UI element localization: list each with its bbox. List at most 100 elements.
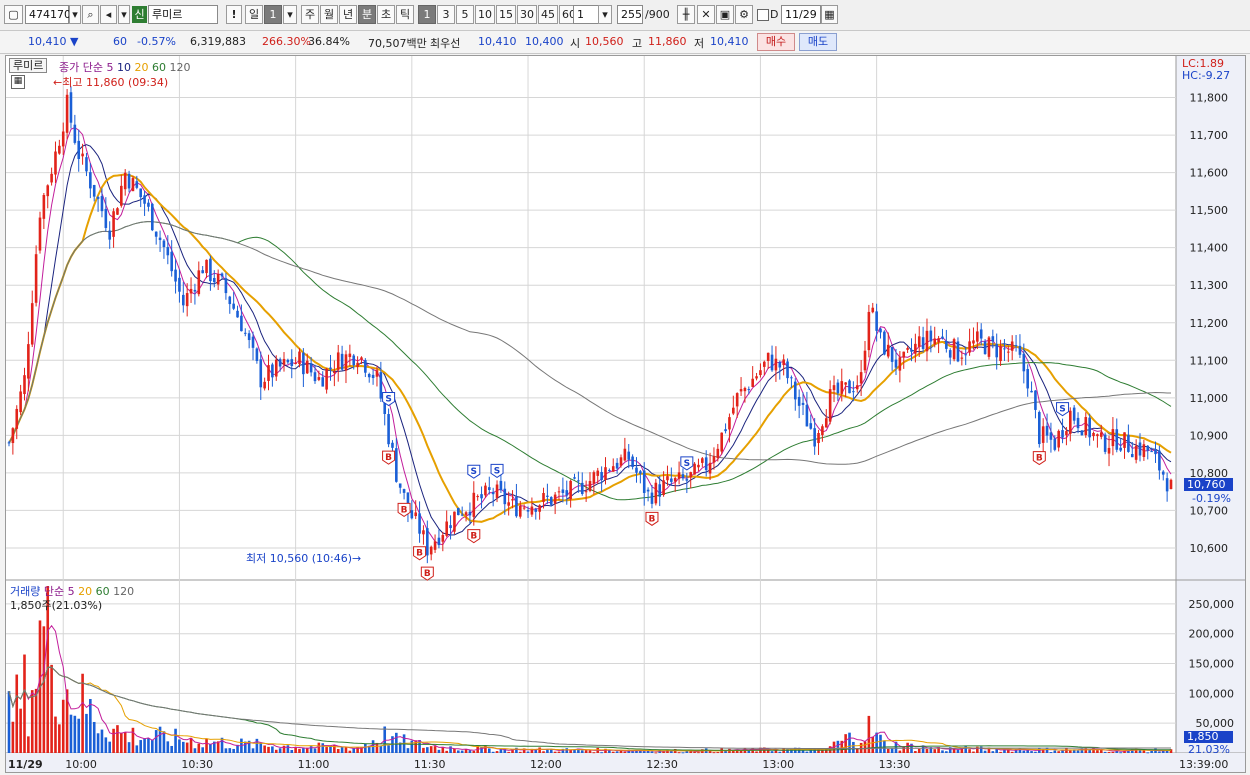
volume-bar [1003, 749, 1006, 753]
candle-up [294, 362, 297, 364]
time-tick-label: 11:30 [414, 758, 446, 771]
volume-bar [50, 664, 53, 753]
custom-minute-input[interactable]: 1 [573, 5, 599, 24]
candle-up [716, 448, 720, 459]
candle-down [391, 442, 394, 448]
period-dropdown-icon[interactable]: ▾ [283, 5, 297, 24]
minute-3-button[interactable]: 3 [437, 5, 455, 24]
volume-bar [1072, 749, 1076, 753]
time-tick-label: 11:00 [298, 758, 330, 771]
period-minute-button[interactable]: 분 [358, 5, 376, 24]
search-icon[interactable]: ⌕ [82, 5, 99, 24]
candle-down [883, 331, 886, 355]
candle-up [666, 476, 669, 481]
speaker-icon[interactable]: ◂ [100, 5, 117, 24]
window-icon[interactable]: ▢ [4, 5, 23, 24]
volume-bar [642, 751, 646, 753]
volume-bar [902, 746, 906, 753]
volume-bar [778, 751, 782, 753]
speaker-dropdown-icon[interactable]: ▾ [118, 5, 130, 24]
volume-bar [716, 752, 720, 754]
minute-30-button[interactable]: 30 [517, 5, 537, 24]
volume-bar [503, 748, 507, 753]
candle-up [1068, 410, 1072, 434]
period-week-button[interactable]: 주 [301, 5, 319, 24]
candle-down [170, 251, 173, 272]
stock-code-input[interactable]: 474170 [25, 5, 71, 24]
candle-down [534, 509, 538, 512]
minute-1-button[interactable]: 1 [418, 5, 436, 24]
volume-bar [914, 751, 917, 753]
period-month-button[interactable]: 월 [320, 5, 338, 24]
volume-bar [193, 748, 197, 753]
period-second-button[interactable]: 초 [377, 5, 395, 24]
candle-down [770, 354, 774, 371]
candle-up [588, 481, 592, 491]
volume-bar [333, 744, 336, 753]
candle-up [774, 358, 778, 371]
volume-bars [7, 586, 1173, 754]
candle-up [42, 195, 46, 219]
price-tick-label: 11,300 [1190, 279, 1229, 292]
save-icon[interactable]: ▣ [716, 5, 734, 24]
candle-up [871, 307, 875, 313]
candle-up [317, 377, 321, 380]
stock-name-field[interactable]: 루미르 [148, 5, 218, 24]
candle-up [27, 344, 30, 379]
period-num-field[interactable]: 1 [264, 5, 282, 24]
time-tick-label: 13:30 [879, 758, 911, 771]
data-table-icon[interactable]: ▦ [11, 75, 25, 89]
volume-bar [805, 751, 809, 753]
candle-down [1053, 438, 1057, 450]
stock-name-tag[interactable]: 루미르 [9, 58, 48, 73]
volume-bar [1134, 748, 1138, 753]
candle-up [542, 493, 545, 502]
candle-down [852, 391, 855, 393]
sell-button[interactable]: 매도 [799, 33, 837, 51]
minute-45-button[interactable]: 45 [538, 5, 558, 24]
vol-ma120-line [8, 666, 1171, 750]
candle-up [844, 382, 847, 385]
price-tick-label: 11,100 [1190, 354, 1229, 367]
buy-button[interactable]: 매수 [757, 33, 795, 51]
volume-bar [995, 748, 998, 753]
code-dropdown-icon[interactable]: ▾ [69, 5, 81, 24]
alert-button[interactable]: ! [226, 5, 242, 24]
volume-bar [677, 752, 681, 754]
price-tick-label: 10,600 [1190, 542, 1229, 555]
date-flag: D [770, 8, 779, 21]
period-day-button[interactable]: 일 [245, 5, 263, 24]
volume-bar [34, 688, 38, 753]
candle-down [480, 494, 483, 499]
volume-bar [449, 746, 452, 753]
signal-letter: B [416, 549, 423, 559]
bar-count-input[interactable]: 255 [617, 5, 643, 24]
candle-down [1022, 353, 1026, 372]
candle-down [929, 330, 933, 342]
candle-up [23, 375, 26, 395]
period-year-button[interactable]: 년 [339, 5, 357, 24]
candle-up [960, 357, 964, 359]
calendar-icon[interactable]: ▦ [821, 5, 838, 24]
volume-bar [945, 751, 948, 753]
gear-icon[interactable]: ⚙ [735, 5, 753, 24]
candle-up [1010, 341, 1014, 351]
volume-bar [325, 747, 328, 753]
price-tick-label: 11,800 [1190, 92, 1229, 105]
volume-bar [960, 747, 964, 753]
candle-up [495, 484, 499, 498]
minute-15-button[interactable]: 15 [496, 5, 516, 24]
candle-type-icon[interactable]: ╫ [677, 5, 695, 24]
period-tick-button[interactable]: 틱 [396, 5, 414, 24]
date-input[interactable]: 11/29 [781, 5, 821, 24]
minute-5-button[interactable]: 5 [456, 5, 474, 24]
custom-minute-dropdown-icon[interactable]: ▾ [598, 5, 612, 24]
high-price: 11,860 [648, 35, 687, 48]
crosshair-icon[interactable]: ✕ [697, 5, 715, 24]
ask-price: 10,410 [478, 35, 517, 48]
minute-10-button[interactable]: 10 [475, 5, 495, 24]
date-checkbox[interactable] [757, 9, 769, 21]
candle-up [189, 288, 193, 294]
